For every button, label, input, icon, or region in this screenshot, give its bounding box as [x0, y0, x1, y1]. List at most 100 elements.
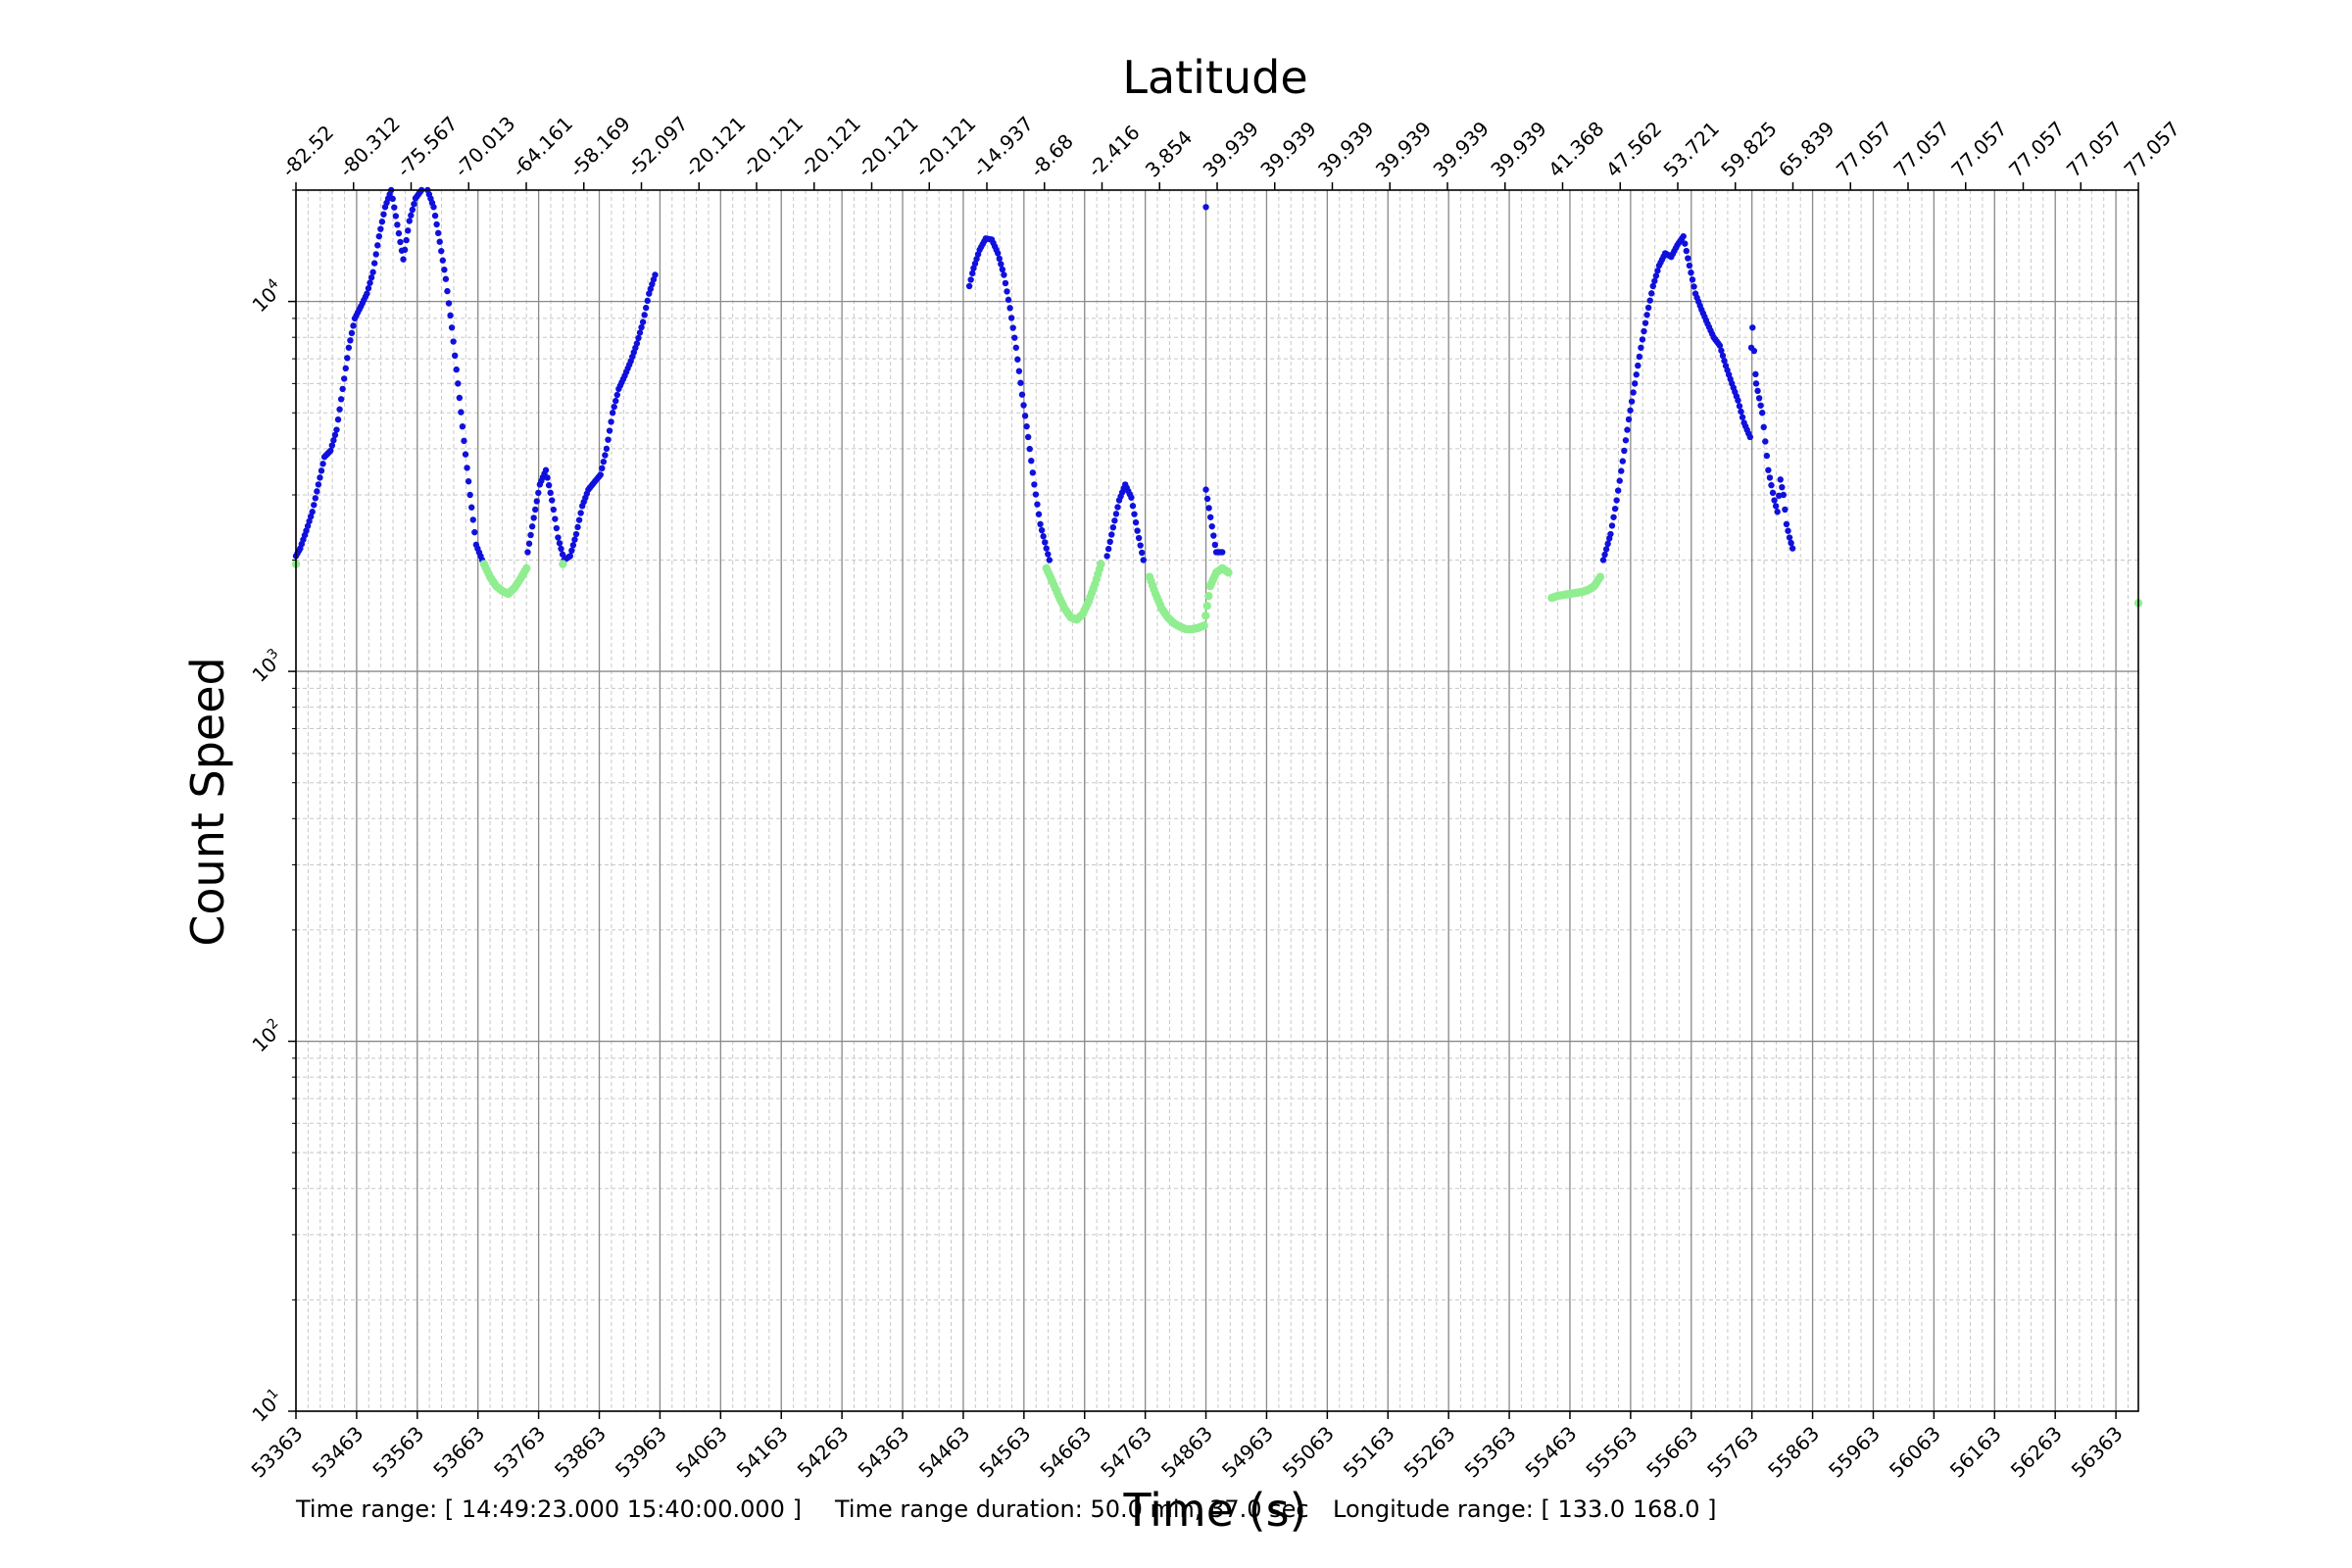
data-point-blue: [544, 474, 551, 481]
data-point-blue: [999, 266, 1006, 273]
data-point-blue: [602, 452, 609, 459]
x-tick-label: 54563: [974, 1422, 1035, 1483]
top-tick-label: -20.121: [680, 112, 751, 182]
x-tick-label: 56163: [1945, 1422, 2006, 1483]
x-tick-label: 53763: [489, 1422, 550, 1483]
x-tick-label: 54763: [1096, 1422, 1156, 1483]
data-point-blue: [438, 248, 445, 255]
data-point-blue: [613, 391, 620, 399]
y-tick-label: 102: [247, 1015, 288, 1056]
data-point-blue: [405, 227, 412, 234]
data-point-blue: [1719, 352, 1727, 360]
data-point-blue: [315, 481, 322, 488]
data-point-blue: [1618, 467, 1625, 474]
data-point-blue: [552, 515, 559, 522]
data-point-blue: [639, 318, 647, 325]
data-point-green: [1595, 572, 1605, 581]
top-tick-label: -80.312: [334, 112, 405, 182]
x-tick-label: 54163: [732, 1422, 793, 1483]
x-tick-label: 56363: [2067, 1422, 2128, 1483]
data-point-blue: [1648, 290, 1655, 297]
data-point-blue: [309, 509, 316, 515]
data-point-blue: [1683, 247, 1690, 255]
data-point-blue: [558, 545, 564, 553]
data-point-green: [1200, 621, 1208, 630]
data-point-blue: [1602, 546, 1610, 553]
data-point-blue: [347, 337, 354, 344]
x-tick-label: 55963: [1824, 1422, 1885, 1483]
data-point-blue: [1752, 370, 1759, 378]
data-point-blue: [1622, 437, 1630, 444]
data-point-blue: [1114, 504, 1121, 511]
data-point-blue: [328, 442, 336, 449]
top-tick-label: -82.52: [277, 121, 339, 182]
data-point-blue: [965, 282, 973, 290]
data-point-blue: [1014, 356, 1021, 363]
data-point-blue: [612, 397, 619, 405]
data-point-blue: [397, 238, 404, 246]
data-point-blue: [367, 279, 373, 286]
x-tick-label: 56263: [2006, 1422, 2067, 1483]
data-point-blue: [339, 385, 346, 393]
data-point-blue: [566, 553, 574, 560]
data-point-blue: [380, 211, 387, 218]
data-point-blue: [1765, 466, 1772, 473]
data-point-blue: [319, 461, 326, 467]
data-point-blue: [575, 516, 583, 523]
time-duration-text: Time range duration: 50.0 min, 37.0 sec: [834, 1495, 1309, 1523]
data-point-blue: [1641, 327, 1647, 335]
data-point-blue: [1780, 491, 1788, 499]
x-tick-label: 53863: [550, 1422, 611, 1483]
data-point-blue: [330, 437, 337, 444]
data-point-blue: [559, 551, 566, 558]
data-point-blue: [1012, 344, 1019, 351]
data-point-blue: [469, 516, 476, 523]
data-point-blue: [605, 436, 612, 443]
data-point-blue: [364, 290, 370, 297]
data-point-blue: [1610, 514, 1617, 520]
data-point-blue: [456, 394, 464, 402]
top-tick-label: -20.121: [738, 112, 808, 182]
top-tick-label: 3.854: [1141, 125, 1197, 181]
data-point-blue: [409, 206, 416, 214]
top-tick-label: 39.939: [1371, 117, 1436, 181]
y-tick-label: 101: [247, 1386, 288, 1427]
data-point-blue: [453, 366, 460, 373]
data-point-blue: [333, 426, 340, 433]
data-point-green: [1201, 612, 1210, 620]
data-point-blue: [1132, 518, 1140, 526]
data-point-blue: [995, 250, 1002, 257]
top-tick-label: 77.057: [1832, 117, 1896, 181]
data-point-blue: [969, 270, 976, 277]
data-point-blue: [1037, 520, 1044, 528]
x-tick-label: 55763: [1702, 1422, 1763, 1483]
data-point-blue: [1642, 319, 1649, 326]
data-point-blue: [1680, 232, 1687, 240]
data-point-blue: [652, 271, 659, 278]
top-tick-label: 77.057: [2062, 117, 2127, 181]
data-point-blue: [1786, 534, 1793, 541]
data-point-blue: [406, 218, 413, 224]
data-point-blue: [1140, 557, 1147, 564]
data-point-blue: [337, 396, 345, 403]
data-point-blue: [1649, 282, 1656, 290]
data-point-blue: [1651, 277, 1658, 284]
data-point-blue: [314, 488, 320, 495]
data-point-blue: [1624, 426, 1631, 433]
data-point-blue: [465, 478, 472, 485]
data-point-blue: [1644, 304, 1652, 312]
data-point-blue: [311, 502, 318, 509]
data-point-blue: [327, 447, 334, 455]
data-point-blue: [1041, 539, 1049, 546]
x-tick-label: 53563: [368, 1422, 428, 1483]
top-tick-label: -14.937: [968, 112, 1039, 182]
data-point-blue: [574, 523, 581, 531]
data-point-green: [559, 560, 567, 568]
data-point-blue: [1104, 545, 1112, 553]
data-point-blue: [369, 269, 376, 275]
data-point-blue: [374, 242, 381, 249]
data-point-blue: [1128, 494, 1135, 501]
data-point-blue: [1690, 283, 1697, 290]
data-point-blue: [1774, 509, 1781, 515]
data-point-blue: [1108, 531, 1115, 538]
